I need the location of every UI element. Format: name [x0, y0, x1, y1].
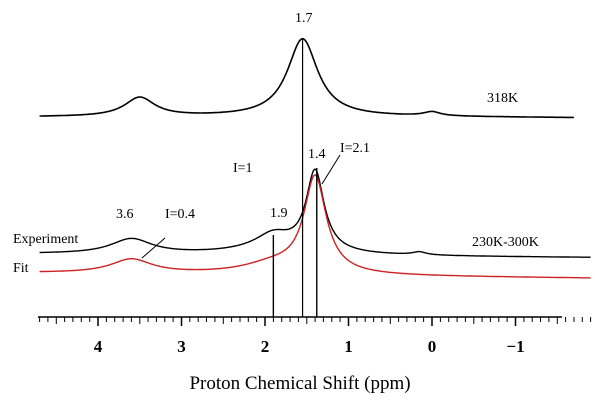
x-tick-label: 4 — [94, 337, 103, 356]
leader-i-0-4 — [141, 237, 166, 259]
label-318k: 318K — [487, 91, 518, 106]
curve-318k — [39, 37, 574, 119]
x-axis-label: Proton Chemical Shift (ppm) — [189, 373, 410, 394]
curve-experiment — [39, 168, 591, 258]
peak-label-1-4: 1.4 — [308, 147, 326, 162]
leader-i-2-1 — [321, 154, 341, 185]
x-tick-label: −1 — [506, 337, 524, 356]
x-axis-tick-labels: 4 3 2 1 0 −1 — [94, 337, 525, 356]
legend-experiment: Experiment — [13, 232, 78, 247]
curve-fit — [39, 174, 591, 279]
x-tick-label: 1 — [344, 337, 353, 356]
x-tick-label: 3 — [177, 337, 186, 356]
peak-label-3-6: 3.6 — [116, 207, 134, 222]
x-tick-label: 0 — [428, 337, 437, 356]
x-axis-ticks — [39, 317, 592, 326]
intensity-label-2-1: I=2.1 — [340, 141, 370, 156]
intensity-label-1: I=1 — [233, 161, 253, 176]
x-tick-label: 2 — [261, 337, 270, 356]
legend-fit: Fit — [13, 261, 29, 276]
peak-label-1-7: 1.7 — [295, 11, 313, 26]
peak-label-1-9: 1.9 — [270, 206, 288, 221]
intensity-label-0-4: I=0.4 — [165, 207, 195, 222]
label-230k-300k: 230K-300K — [472, 235, 539, 250]
